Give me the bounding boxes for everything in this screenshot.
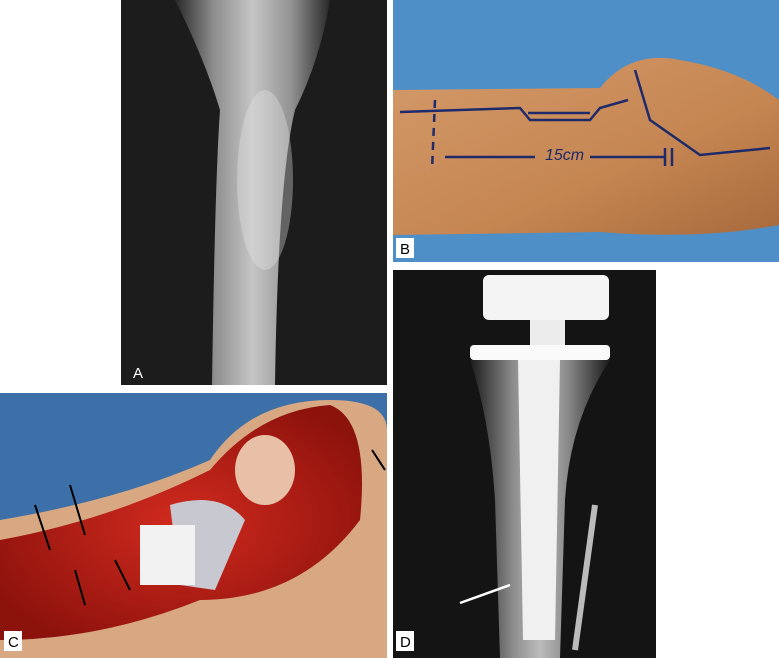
spacer [140, 525, 195, 585]
panel-b: 15cm B [393, 0, 779, 262]
femoral-component [483, 275, 609, 320]
label-box [396, 238, 414, 258]
bone-end [235, 435, 295, 505]
panel-label: D [400, 634, 411, 651]
label-box [396, 631, 414, 651]
fibula-graft [572, 504, 598, 651]
tibial-tray [470, 345, 610, 360]
bone [175, 0, 330, 385]
label-box [4, 631, 22, 651]
panel-label: A [133, 365, 143, 382]
panel-c: C [0, 393, 387, 658]
panel-a: A [121, 0, 387, 385]
arrow [459, 583, 511, 605]
limb [393, 57, 779, 236]
stem-neck [530, 320, 565, 345]
skin-markings [399, 69, 771, 171]
annotation: 15cm [545, 147, 584, 164]
panel-label: C [8, 634, 19, 651]
panel-d: D [393, 270, 656, 658]
lesion [237, 90, 293, 270]
stem [518, 360, 560, 640]
panel-label: B [400, 241, 410, 258]
arrows [34, 449, 386, 606]
